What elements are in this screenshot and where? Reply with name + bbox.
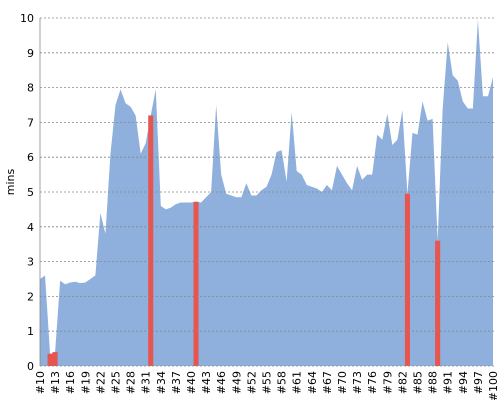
failed-bar xyxy=(47,353,53,366)
failed-bar xyxy=(148,115,154,366)
y-tick-label: 1 xyxy=(27,325,34,338)
x-tick-label: #64 xyxy=(306,371,319,394)
y-tick-label: 3 xyxy=(27,256,34,269)
failed-bar xyxy=(52,352,58,366)
x-tick-label: #19 xyxy=(79,371,92,394)
x-tick-label: #31 xyxy=(140,371,153,394)
failed-bar xyxy=(193,201,199,366)
failed-bar xyxy=(435,240,441,366)
x-tick-label: #46 xyxy=(215,371,228,394)
y-tick-label: 9 xyxy=(27,47,34,60)
x-tick-label: #40 xyxy=(185,371,198,394)
x-tick-label: #91 xyxy=(442,371,455,394)
x-tick-label: #79 xyxy=(381,371,394,394)
y-tick-label: 5 xyxy=(27,186,34,199)
x-tick-label: #70 xyxy=(336,371,349,394)
x-tick-label: #100 xyxy=(487,371,500,400)
x-tick-label: #34 xyxy=(155,371,168,394)
x-tick-label: #94 xyxy=(457,371,470,394)
x-tick-label: #61 xyxy=(291,371,304,394)
x-tick-label: #16 xyxy=(64,371,77,394)
y-tick-label: 4 xyxy=(27,221,34,234)
y-tick-label: 2 xyxy=(27,290,34,303)
x-tick-label: #52 xyxy=(245,371,258,394)
y-tick-label: 8 xyxy=(27,82,34,95)
x-tick-label: #28 xyxy=(125,371,138,394)
x-tick-label: #49 xyxy=(230,371,243,394)
x-tick-label: #76 xyxy=(366,371,379,394)
x-tick-label: #43 xyxy=(200,371,213,394)
failed-bar xyxy=(404,193,410,366)
x-tick-label: #97 xyxy=(472,371,485,394)
x-tick-label: #67 xyxy=(321,371,334,394)
y-tick-label: 0 xyxy=(27,360,34,373)
y-axis-label: mins xyxy=(4,168,17,195)
x-tick-label: #85 xyxy=(412,371,425,394)
y-tick-label: 6 xyxy=(27,151,34,164)
x-tick-label: #13 xyxy=(49,371,62,394)
x-tick-label: #55 xyxy=(261,371,274,394)
x-tick-label: #37 xyxy=(170,371,183,394)
x-tick-label: #88 xyxy=(427,371,440,394)
area xyxy=(40,19,493,367)
y-tick-label: 10 xyxy=(20,12,34,25)
x-tick-label: #25 xyxy=(110,371,123,394)
y-tick-label: 7 xyxy=(27,116,34,129)
x-tick-label: #82 xyxy=(396,371,409,394)
x-tick-label: #10 xyxy=(34,371,47,394)
x-tick-label: #22 xyxy=(94,371,107,394)
x-tick-label: #73 xyxy=(351,371,364,394)
x-tick-label: #58 xyxy=(276,371,289,394)
